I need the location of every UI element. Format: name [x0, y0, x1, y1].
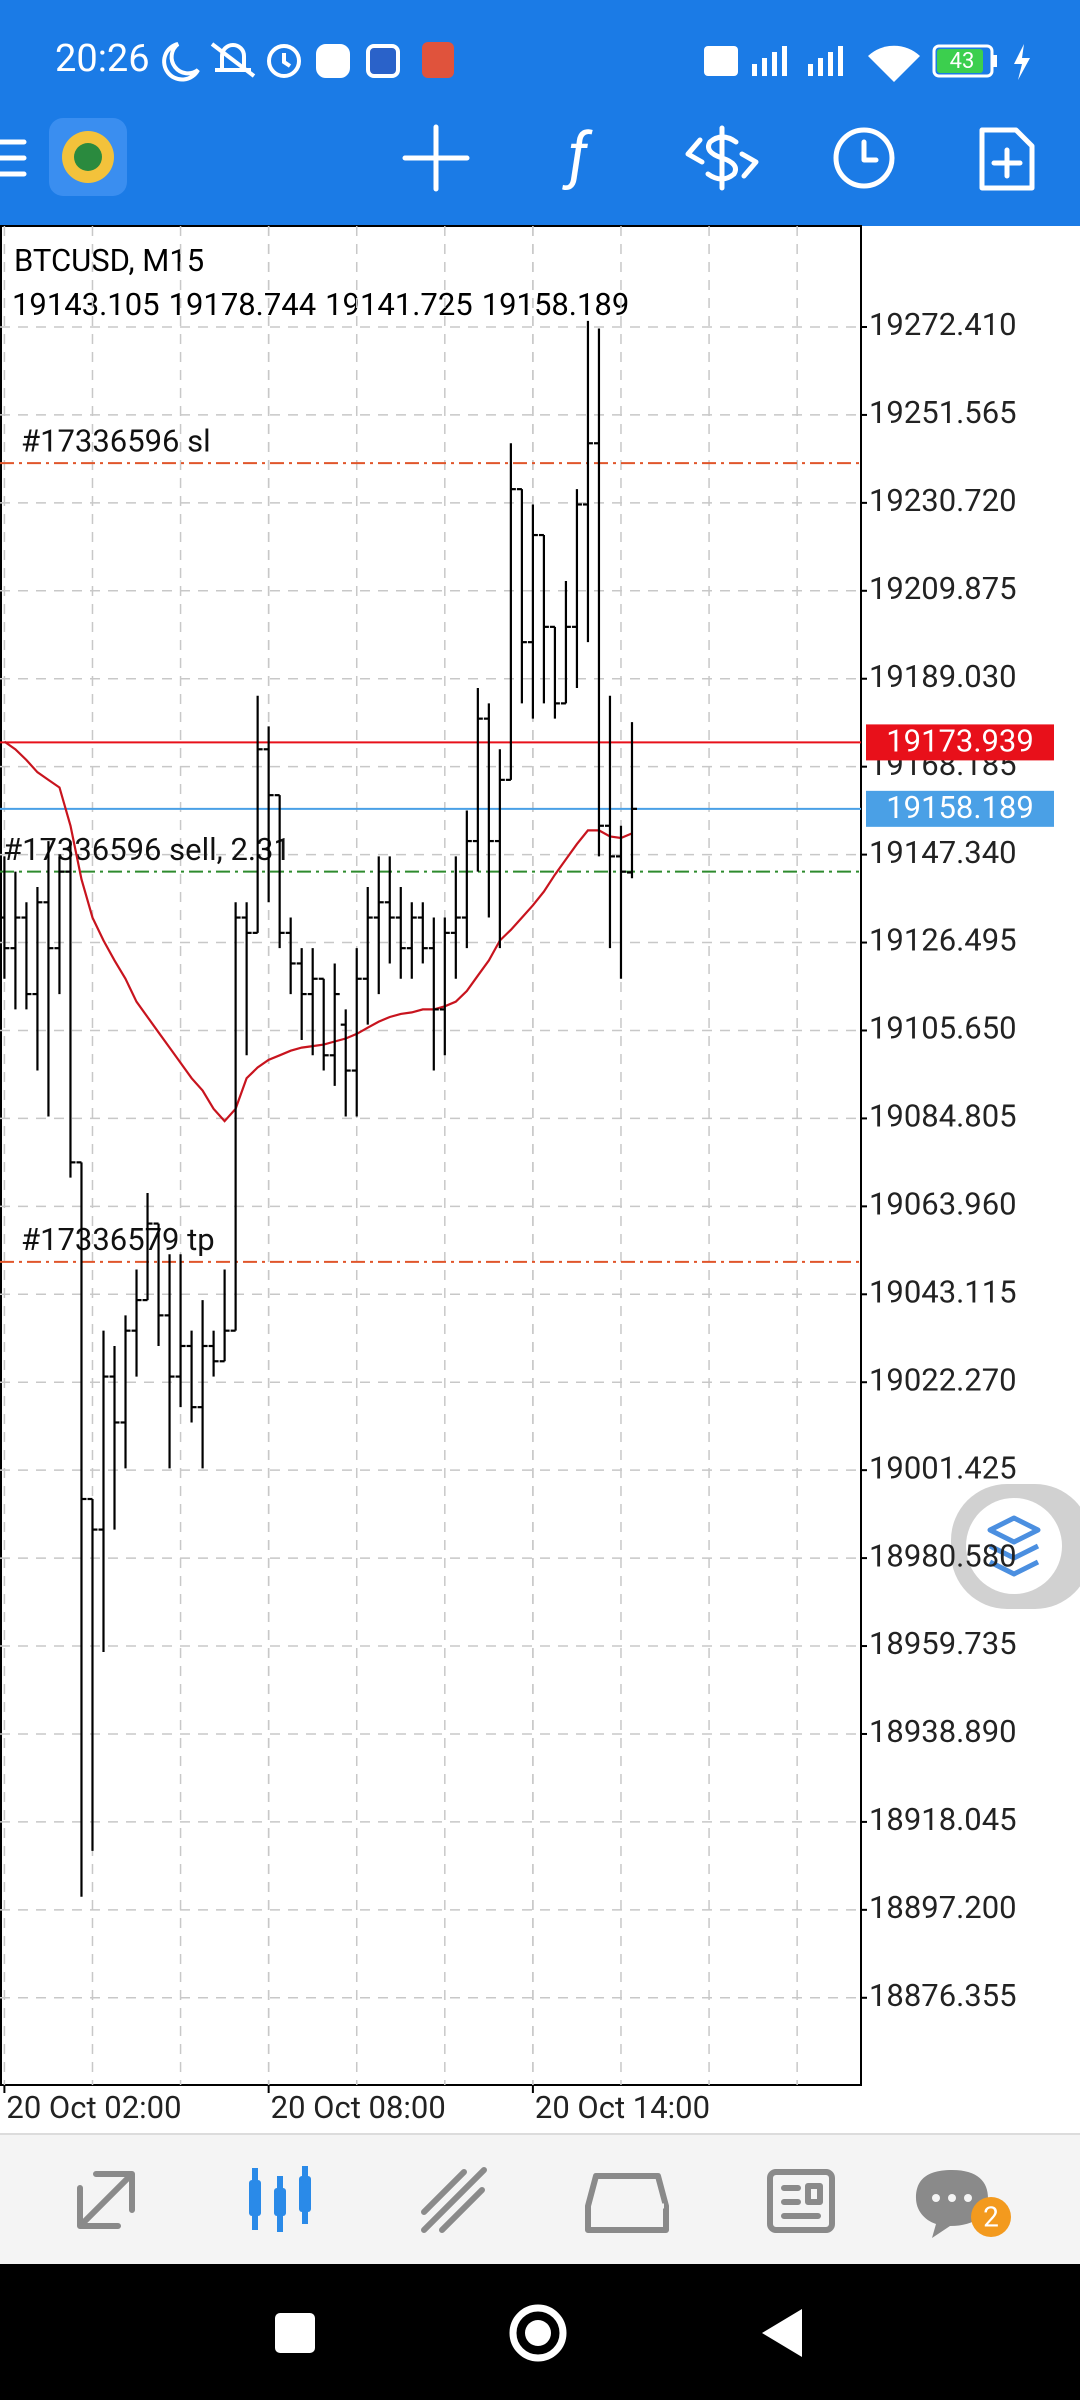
- y-tick-label: 18938.890: [869, 1713, 1017, 1750]
- order-label: #17336596 sell, 2.31: [3, 831, 291, 868]
- ohlc-value: 19158.189: [482, 286, 630, 323]
- y-tick-label: 19105.650: [869, 1010, 1017, 1047]
- y-tick-label: 19043.115: [869, 1273, 1017, 1310]
- y-tick-label: 18918.045: [869, 1801, 1017, 1838]
- y-tick-label: 18876.355: [869, 1977, 1017, 2014]
- plot: #17336596 sl #17336596 sell, 2.31 #1733657…: [0, 226, 867, 2093]
- battery-level: 43: [950, 49, 975, 74]
- bid-label-box: [866, 790, 1054, 827]
- nav-chat[interactable]: [916, 2170, 1011, 2238]
- bottom-nav: [0, 2134, 1080, 2264]
- order-label: #17336596 sl: [21, 422, 211, 459]
- ohlc-value: 19178.744: [169, 286, 317, 323]
- recents-button[interactable]: [275, 2313, 315, 2353]
- y-tick-label: 19001.425: [869, 1449, 1017, 1486]
- status-right-icons: [704, 44, 1030, 82]
- ask-label: 19173.939: [886, 723, 1034, 760]
- nav-news[interactable]: [767, 2169, 835, 2233]
- y-tick-label: 19230.720: [869, 482, 1017, 519]
- ask-label-box: [866, 724, 1054, 761]
- crosshair-button[interactable]: [402, 124, 470, 192]
- nav-chart[interactable]: [249, 2166, 311, 2232]
- x-tick-label: 20 Oct 14:00: [535, 2089, 710, 2126]
- nav-trade[interactable]: [421, 2167, 487, 2233]
- nav-quotes[interactable]: [77, 2171, 135, 2229]
- home-button[interactable]: [509, 2304, 567, 2362]
- y-tick-label: 18980.580: [869, 1537, 1017, 1574]
- timeframe-button[interactable]: [833, 127, 895, 189]
- chat-badge: 2: [983, 2200, 999, 2233]
- y-tick-label: 18897.200: [869, 1889, 1017, 1926]
- floating-assistant[interactable]: [951, 1484, 1080, 1609]
- status-icons: [162, 42, 454, 82]
- chart-title: BTCUSD, M15: [14, 242, 204, 279]
- y-tick-label: 19126.495: [869, 922, 1017, 959]
- app-header: [0, 0, 1080, 226]
- menu-button[interactable]: [0, 139, 27, 177]
- y-tick-label: 19022.270: [869, 1361, 1017, 1398]
- y-tick-label: 19063.960: [869, 1186, 1017, 1223]
- ohlc-value: 19141.725: [325, 286, 473, 323]
- indicators-button[interactable]: ƒ: [562, 119, 593, 192]
- y-tick-label: 19272.410: [869, 306, 1017, 343]
- order-label: #17336579 tp: [21, 1221, 215, 1258]
- bid-label: 19158.189: [886, 789, 1034, 826]
- ohlc-header: 19143.105 19178.744 19141.725 19158.189: [12, 286, 629, 323]
- y-tick-label: 19189.030: [869, 658, 1017, 695]
- x-tick-label: 20 Oct 02:00: [6, 2089, 181, 2126]
- y-tick-label: 19209.875: [869, 570, 1017, 607]
- new-order-button[interactable]: [979, 127, 1035, 191]
- y-tick-label: 19147.340: [869, 834, 1017, 871]
- back-button[interactable]: [762, 2309, 802, 2357]
- y-tick-label: 19251.565: [869, 394, 1017, 431]
- nav-history[interactable]: [585, 2173, 669, 2233]
- x-tick-label: 20 Oct 08:00: [271, 2089, 446, 2126]
- svg-text:ƒ: ƒ: [562, 119, 593, 192]
- plot-frame: [0, 225, 862, 2086]
- app-icon[interactable]: [49, 118, 127, 196]
- y-tick-label: 18959.735: [869, 1625, 1017, 1662]
- trade-button[interactable]: [685, 125, 759, 191]
- y-tick-label: 19084.805: [869, 1098, 1017, 1135]
- ohlc-value: 19143.105: [12, 286, 160, 323]
- status-time: 20:26: [55, 37, 150, 81]
- moving-average: [3, 740, 633, 1123]
